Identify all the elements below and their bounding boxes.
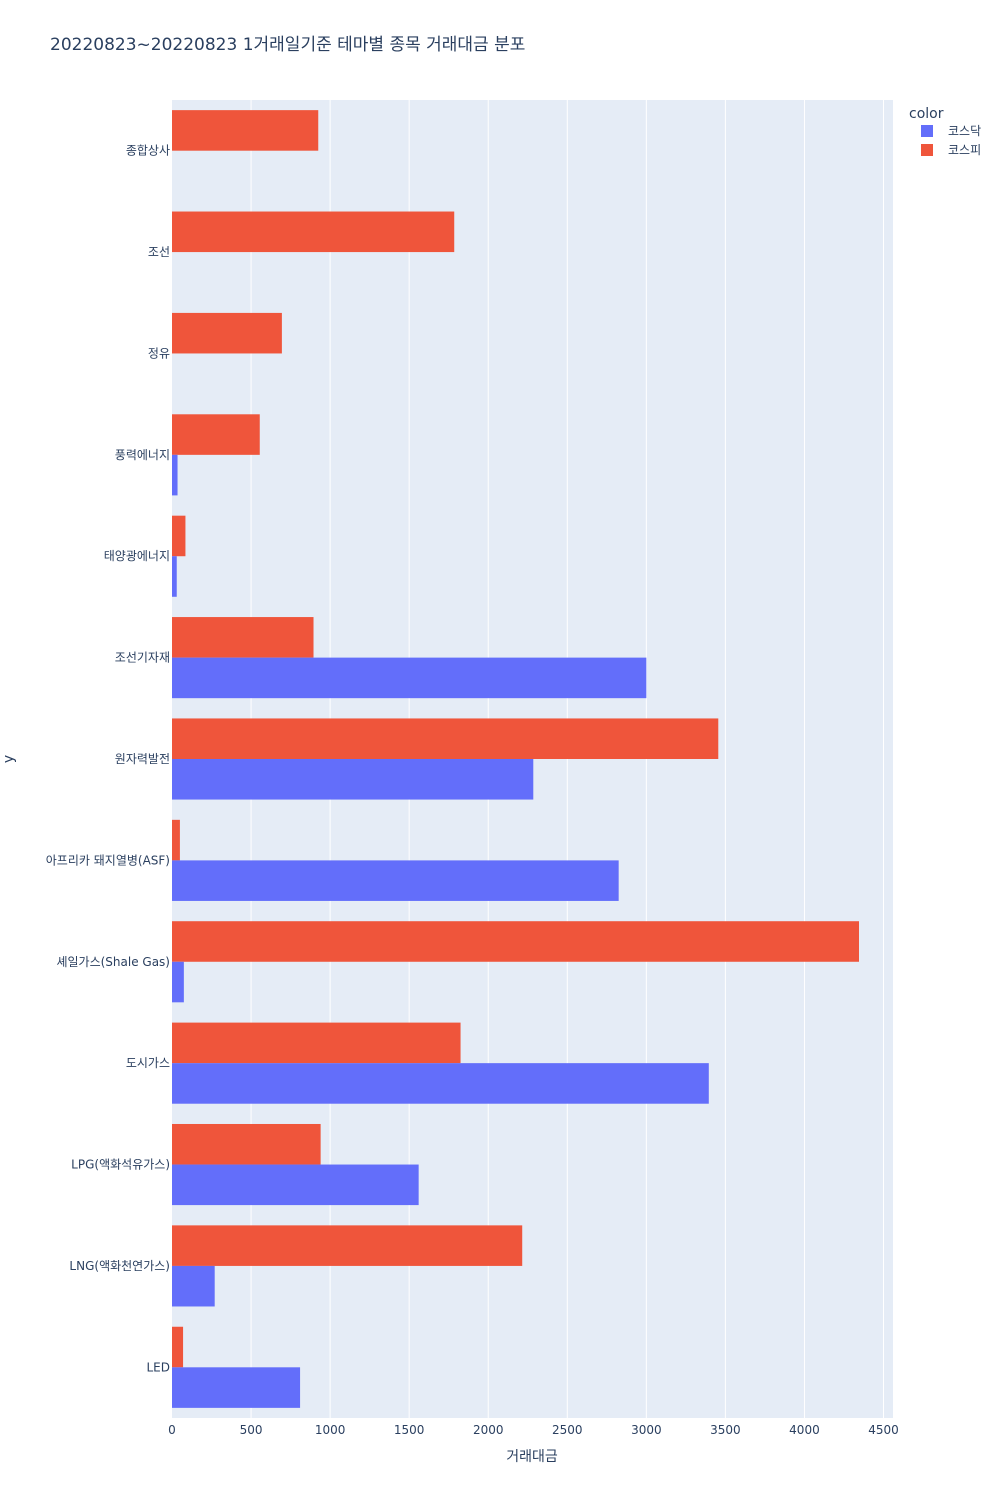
bar-kospi[interactable] [172, 617, 314, 658]
y-tick-label: 풍력에너지 [115, 448, 170, 462]
x-tick-label: 4000 [789, 1423, 820, 1437]
bar-kosdaq[interactable] [172, 1367, 301, 1408]
y-tick-label: 도시가스 [126, 1056, 170, 1070]
bar-kospi[interactable] [172, 718, 719, 759]
bar-kospi[interactable] [172, 921, 860, 962]
y-tick-label: 셰일가스(Shale Gas) [56, 955, 170, 969]
legend-label[interactable]: 코스닥 [948, 124, 981, 138]
y-tick-label: 아프리카 돼지열병(ASF) [46, 853, 170, 867]
bar-kosdaq[interactable] [172, 1265, 215, 1307]
x-tick-label: 1500 [394, 1423, 425, 1437]
bar-kosdaq[interactable] [172, 1164, 419, 1206]
x-tick-label: 4500 [868, 1423, 899, 1437]
y-tick-label: 종합상사 [126, 144, 170, 158]
bar-kospi[interactable] [172, 515, 186, 557]
bar-kosdaq[interactable] [172, 556, 177, 597]
bar-kospi[interactable] [172, 1326, 184, 1368]
legend-swatch [921, 144, 933, 156]
x-tick-label: 0 [168, 1423, 176, 1437]
bar-kosdaq[interactable] [172, 454, 178, 496]
y-tick-label: LNG(액화천연가스) [69, 1258, 170, 1273]
bar-kospi[interactable] [172, 414, 260, 455]
bar-kospi[interactable] [172, 1225, 523, 1266]
bar-kospi[interactable] [172, 211, 455, 253]
legend-title: color [909, 106, 944, 122]
bar-kosdaq[interactable] [172, 1063, 709, 1104]
chart-title: 20220823~20220823 1거래일기준 테마별 종목 거래대금 분포 [50, 35, 525, 55]
x-axis-title: 거래대금 [506, 1449, 558, 1465]
legend-swatch [921, 125, 933, 137]
y-tick-label: 원자력발전 [115, 752, 170, 766]
bar-kosdaq[interactable] [172, 759, 534, 800]
y-tick-label: 조선기자재 [115, 651, 170, 665]
bar-kospi[interactable] [172, 1022, 461, 1064]
x-tick-label: 2000 [473, 1423, 504, 1437]
y-tick-label: 정유 [148, 346, 170, 360]
legend-label[interactable]: 코스피 [948, 143, 981, 157]
y-tick-label: LPG(액화석유가스) [71, 1158, 170, 1172]
y-tick-label: 조선 [148, 245, 170, 259]
y-tick-label: 태양광에너지 [104, 549, 170, 563]
bar-kospi[interactable] [172, 110, 319, 151]
bar-kospi[interactable] [172, 1123, 321, 1165]
x-tick-label: 500 [240, 1423, 263, 1437]
x-tick-label: 1000 [315, 1423, 346, 1437]
bar-kosdaq[interactable] [172, 961, 184, 1003]
bars [172, 110, 860, 1408]
bar-kospi[interactable] [172, 312, 282, 354]
y-axis-title: y [1, 755, 17, 763]
bar-kosdaq[interactable] [172, 657, 647, 699]
bar-kospi[interactable] [172, 819, 180, 861]
y-tick-label: LED [146, 1360, 170, 1374]
x-tick-label: 3000 [631, 1423, 662, 1437]
bar-kosdaq[interactable] [172, 860, 619, 901]
x-tick-label: 2500 [552, 1423, 583, 1437]
x-axis-ticks: 0 500 1000 1500 2000 2500 3000 3500 4000 4500 [168, 1423, 899, 1437]
x-tick-label: 3500 [710, 1423, 741, 1437]
